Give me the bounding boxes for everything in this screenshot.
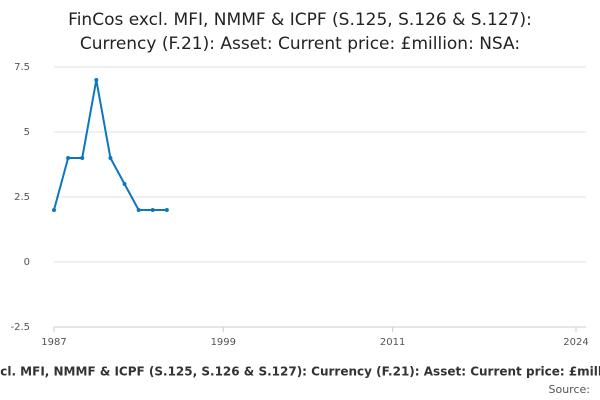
y-tick-label: 5 [24, 127, 30, 138]
chart-title: FinCos excl. MFI, NMMF & ICPF (S.125, S.… [68, 10, 532, 30]
point [80, 156, 85, 160]
y-tick-label: 2.5 [14, 192, 30, 203]
line [53, 79, 167, 211]
point [150, 208, 155, 212]
point [122, 182, 127, 186]
source: Source: [549, 383, 591, 396]
x-tick-label: 1999 [211, 337, 236, 348]
y-tick-label: 0 [24, 257, 30, 268]
x-tick-label: 1987 [41, 337, 66, 348]
x-tick-label: 2024 [563, 337, 588, 348]
point [136, 208, 141, 212]
y-tick-label: 7.5 [14, 62, 30, 73]
point [94, 78, 99, 82]
y-tick-label: -2.5 [10, 322, 30, 333]
legend-label: FinCos excl. MFI, NMMF & ICPF (S.125, S.… [0, 365, 600, 379]
point [66, 156, 71, 160]
chart-title: Currency (F.21): Asset: Current price: £… [80, 34, 520, 54]
x-tick-label: 2011 [380, 337, 405, 348]
point [108, 156, 113, 160]
point [52, 208, 56, 212]
point [164, 208, 169, 212]
